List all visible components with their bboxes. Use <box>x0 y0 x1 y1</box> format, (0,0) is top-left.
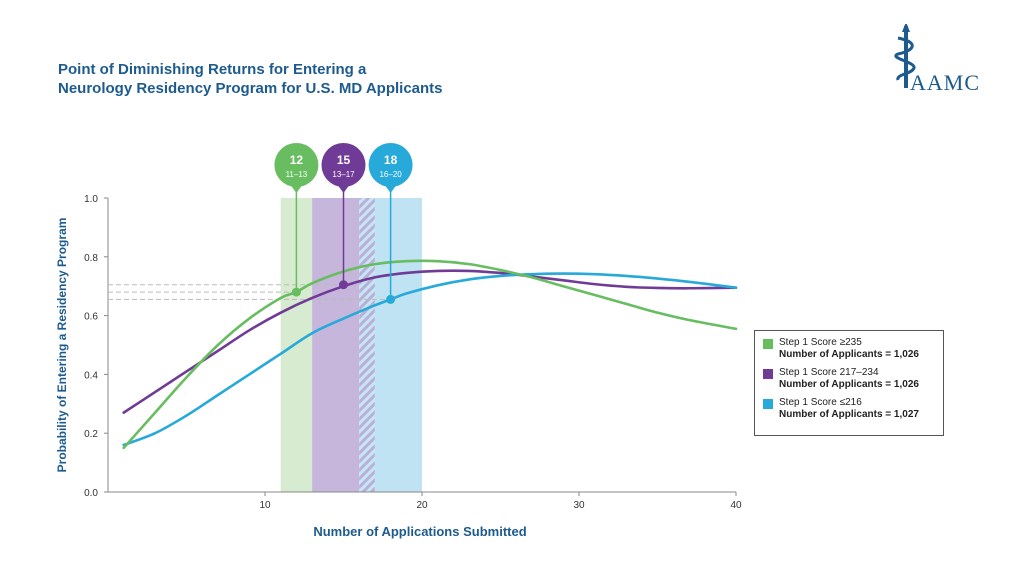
legend-item-purple: Step 1 Score 217–234 Number of Applicant… <box>763 367 935 391</box>
chart-title-line1: Point of Diminishing Returns for Enterin… <box>58 61 367 78</box>
band-purple <box>312 198 360 492</box>
aamc-logo-icon <box>894 24 916 88</box>
marker-range: 16–20 <box>379 170 402 179</box>
marker-dot <box>339 280 348 290</box>
y-tick-label: 0.6 <box>84 312 98 323</box>
chart-title: Point of Diminishing Returns for Enterin… <box>58 60 443 98</box>
marker-dot <box>386 294 396 304</box>
marker-pins: 12 11–13 15 13–17 18 16–20 <box>274 143 413 304</box>
y-axis-label: Probability of Entering a Residency Prog… <box>55 218 69 473</box>
x-tick-label: 10 <box>259 500 271 511</box>
chart-title-line2: Neurology Residency Program for U.S. MD … <box>58 80 443 97</box>
series-line-1 <box>122 269 738 414</box>
x-tick-label: 40 <box>730 500 742 511</box>
series-line-2 <box>122 272 738 447</box>
x-tick-label: 30 <box>573 500 585 511</box>
aamc-logo-text: AAMC <box>910 70 981 95</box>
marker-pin-head <box>321 143 366 187</box>
marker-label: 15 <box>337 153 351 167</box>
marker-pin-head <box>368 143 413 187</box>
marker-pin-head <box>274 143 319 187</box>
legend-swatch-purple <box>763 369 773 379</box>
marker-range: 11–13 <box>286 170 308 179</box>
legend-label-purple: Step 1 Score 217–234 <box>779 367 879 378</box>
legend-item-green: Step 1 Score ≥235 Number of Applicants =… <box>763 337 935 361</box>
y-tick-label: 0.4 <box>84 370 98 381</box>
legend-count-green: Number of Applicants = 1,026 <box>779 349 919 360</box>
marker-range: 13–17 <box>332 170 355 179</box>
chart-axes: 0.0 0.2 0.4 0.6 0.8 1.0 10 20 30 40 <box>84 194 742 511</box>
legend-swatch-green <box>763 339 773 349</box>
reference-lines <box>108 284 391 300</box>
band-blue <box>374 198 422 492</box>
x-tick-label: 20 <box>416 500 428 511</box>
x-axis-label: Number of Applications Submitted <box>313 524 526 539</box>
legend-count-blue: Number of Applicants = 1,027 <box>779 409 919 420</box>
series-lines <box>122 259 738 450</box>
y-tick-label: 0.8 <box>84 253 98 264</box>
marker-dot <box>291 287 301 297</box>
legend-count-purple: Number of Applicants = 1,026 <box>779 379 919 390</box>
legend-label-green: Step 1 Score ≥235 <box>779 337 862 348</box>
y-tick-label: 1.0 <box>84 194 98 205</box>
legend-item-blue: Step 1 Score ≤216 Number of Applicants =… <box>763 397 935 421</box>
y-tick-label: 0.0 <box>84 488 98 499</box>
y-tick-label: 0.2 <box>84 429 98 440</box>
legend-label-blue: Step 1 Score ≤216 <box>779 397 862 408</box>
chart-legend: Step 1 Score ≥235 Number of Applicants =… <box>754 330 944 436</box>
series-line-0 <box>122 259 738 450</box>
recommendation-bands <box>280 198 422 492</box>
band-overlap <box>359 198 375 492</box>
marker-label: 12 <box>290 153 304 167</box>
legend-swatch-blue <box>763 399 773 409</box>
marker-label: 18 <box>384 153 398 167</box>
